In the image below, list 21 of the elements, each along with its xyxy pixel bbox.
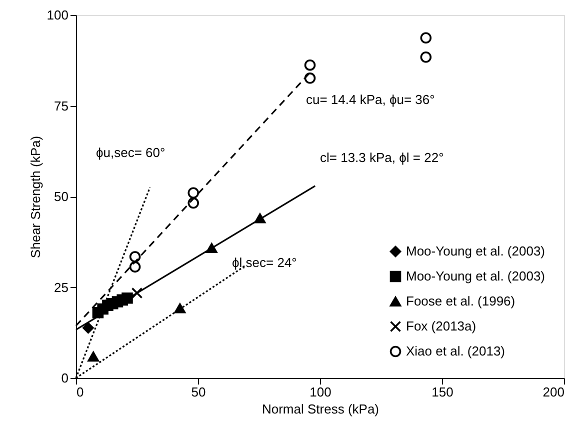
y-axis-title: Shear Strength (kPa) [28,136,43,258]
x-axis-title: Normal Stress (kPa) [262,402,380,416]
legend-label: Foose et al. (1996) [406,294,516,308]
x-tick-label: 50 [191,384,206,400]
y-tick-label: 0 [61,370,68,386]
legend-label: Moo-Young et al. (2003) [406,268,546,284]
legend-label: Moo-Young et al. (2003) [406,244,546,258]
y-tick-label: 75 [54,98,68,114]
annotation: cl= 13.3 kPa, ϕl = 22° [320,150,444,165]
y-tick-label: 25 [54,280,68,295]
x-tick-label: 100 [310,384,332,400]
y-tick-label: 100 [46,8,68,22]
y-tick-label: 50 [54,189,68,204]
annotation: cu= 14.4 kPa, ϕu= 36° [306,92,435,107]
annotation: ϕu,sec= 60° [96,145,166,160]
x-tick-label: 200 [542,384,564,400]
x-tick-label: 150 [432,384,454,400]
legend-label: Xiao et al. (2013) [406,344,506,358]
annotation: ϕl,sec= 24° [232,255,297,270]
x-tick-label: 0 [76,384,84,400]
legend-label: Fox (2013a) [406,318,476,334]
